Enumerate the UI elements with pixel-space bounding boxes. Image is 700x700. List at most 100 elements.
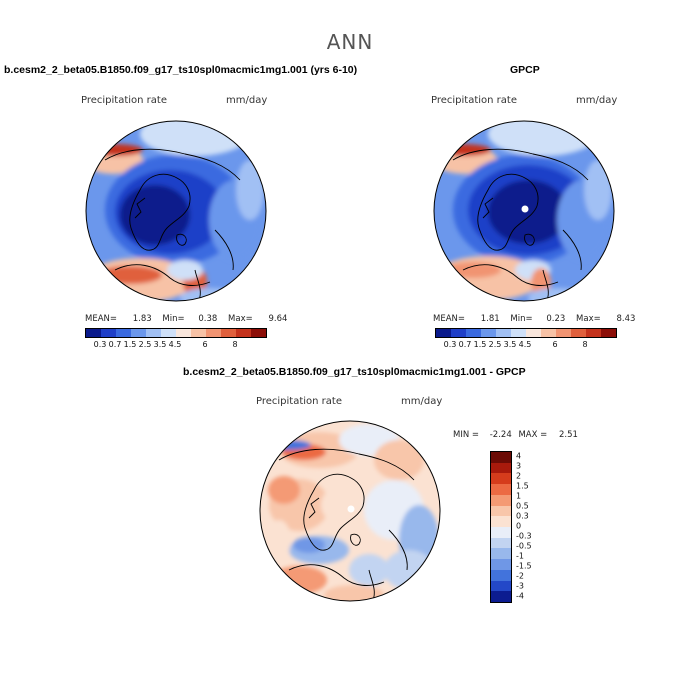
panel1-units-label: mm/day [226,95,268,106]
colorbar-tick-label: 0.7 [108,340,122,349]
colorbar-tick-label: -2 [516,571,524,581]
colorbar-tick-label: 2 [516,471,522,481]
colorbar-swatch [451,329,466,337]
panel1-max-label: Max= [228,314,253,324]
panel2-mean-label: MEAN= [433,314,465,324]
colorbar-tick-label: -0.3 [516,531,532,541]
colorbar-swatch [491,462,511,474]
colorbar-swatch [491,505,511,517]
panel1-polar-map [85,120,267,302]
colorbar-swatch [491,559,511,570]
colorbar-swatch [571,329,586,337]
panel2-colorbar [435,328,617,338]
colorbar-swatch [541,329,556,337]
colorbar-swatch [131,329,146,337]
panel1-variable-label: Precipitation rate [81,95,167,106]
colorbar-swatch [491,591,511,603]
colorbar-tick-label: 3.5 [503,340,517,349]
panel3-max-label: MAX = [518,430,548,440]
panel2-max-value: 8.43 [616,314,636,324]
colorbar-tick-label: -3 [516,581,524,591]
colorbar-tick-label: -1.5 [516,561,532,571]
colorbar-tick-label: 0.3 [93,340,107,349]
panel1-min-label: Min= [162,314,185,324]
panel1-mean-value: 1.83 [132,314,152,324]
colorbar-tick-label: 8 [232,340,238,349]
panel2-variable-label: Precipitation rate [431,95,517,106]
colorbar-swatch [491,548,511,560]
colorbar-swatch [491,516,511,528]
panel1-colorbar-labels: 0.3 0.7 1.5 2.5 3.5 4.5 6 8 [85,340,265,350]
colorbar-tick-label: 1.5 [123,340,137,349]
panel3-colorbar [490,451,512,603]
panel3-polar-map [259,420,441,602]
colorbar-swatch [481,329,496,337]
colorbar-swatch [101,329,116,337]
panel1-stats: MEAN= 1.83 Min= 0.38 Max= 9.64 [85,314,287,324]
colorbar-swatch [491,537,511,549]
colorbar-swatch [86,329,101,337]
colorbar-swatch [146,329,161,337]
colorbar-swatch [491,473,511,485]
colorbar-tick-label: 4.5 [518,340,532,349]
colorbar-tick-label: 6 [552,340,558,349]
panel2-colorbar-labels: 0.3 0.7 1.5 2.5 3.5 4.5 6 8 [435,340,615,350]
panel2-min-label: Min= [510,314,533,324]
colorbar-tick-label: -1 [516,551,524,561]
colorbar-tick-label: 0.7 [458,340,472,349]
colorbar-tick-label: -0.5 [516,541,532,551]
panel3-min-value: -2.24 [489,430,512,440]
colorbar-swatch [511,329,526,337]
colorbar-swatch [586,329,601,337]
panel1-mean-label: MEAN= [85,314,117,324]
colorbar-swatch [601,329,616,337]
colorbar-swatch [496,329,511,337]
colorbar-tick-label: 1.5 [516,481,529,491]
panel3-min-label: MIN = [453,430,480,440]
panel2-coastlines [452,148,589,301]
colorbar-tick-label: 2.5 [138,340,152,349]
panel3-title: b.cesm2_2_beta05.B1850.f09_g17_ts10spl0m… [183,366,526,378]
colorbar-swatch [206,329,221,337]
colorbar-tick-label: 1.5 [473,340,487,349]
colorbar-swatch [176,329,191,337]
panel1-min-value: 0.38 [198,314,218,324]
colorbar-swatch [491,527,511,538]
panel2-mean-value: 1.81 [480,314,500,324]
colorbar-swatch [236,329,251,337]
colorbar-swatch [191,329,206,337]
colorbar-swatch [491,484,511,495]
colorbar-tick-label: 0.5 [516,501,529,511]
colorbar-tick-label: 4.5 [168,340,182,349]
colorbar-swatch [526,329,541,337]
panel3-max-value: 2.51 [559,430,578,440]
colorbar-tick-label: 8 [582,340,588,349]
panel3-pole-gap [347,505,355,513]
colorbar-swatch [436,329,451,337]
colorbar-swatch [161,329,176,337]
colorbar-swatch [491,452,511,463]
panel2-pole-gap [521,205,529,213]
panel3-colorbar-labels: 4 3 2 1.5 1 0.5 0.3 0 -0.3 -0.5 -1 -1.5 -2 -3 -4 [516,451,546,601]
colorbar-tick-label: 1 [516,491,522,501]
colorbar-swatch [221,329,236,337]
colorbar-tick-label: 4 [516,451,522,461]
panel1-colorbar [85,328,267,338]
panel3-stats: MIN = -2.24 MAX = 2.51 [453,430,578,440]
panel3-variable-label: Precipitation rate [256,396,342,407]
main-title: ANN [326,30,374,54]
colorbar-swatch [491,494,511,506]
colorbar-tick-label: 0.3 [443,340,457,349]
colorbar-tick-label: 2.5 [488,340,502,349]
colorbar-tick-label: 0 [516,521,522,531]
panel1-title: b.cesm2_2_beta05.B1850.f09_g17_ts10spl0m… [4,64,358,76]
panel3-units-label: mm/day [401,396,443,407]
panel1-coastlines [104,148,241,301]
colorbar-swatch [491,580,511,592]
panel2-title: GPCP [510,64,540,76]
colorbar-swatch [491,569,511,581]
panel1-max-value: 9.64 [268,314,288,324]
panel2-units-label: mm/day [576,95,618,106]
colorbar-tick-label: 0.3 [516,511,529,521]
colorbar-swatch [466,329,481,337]
